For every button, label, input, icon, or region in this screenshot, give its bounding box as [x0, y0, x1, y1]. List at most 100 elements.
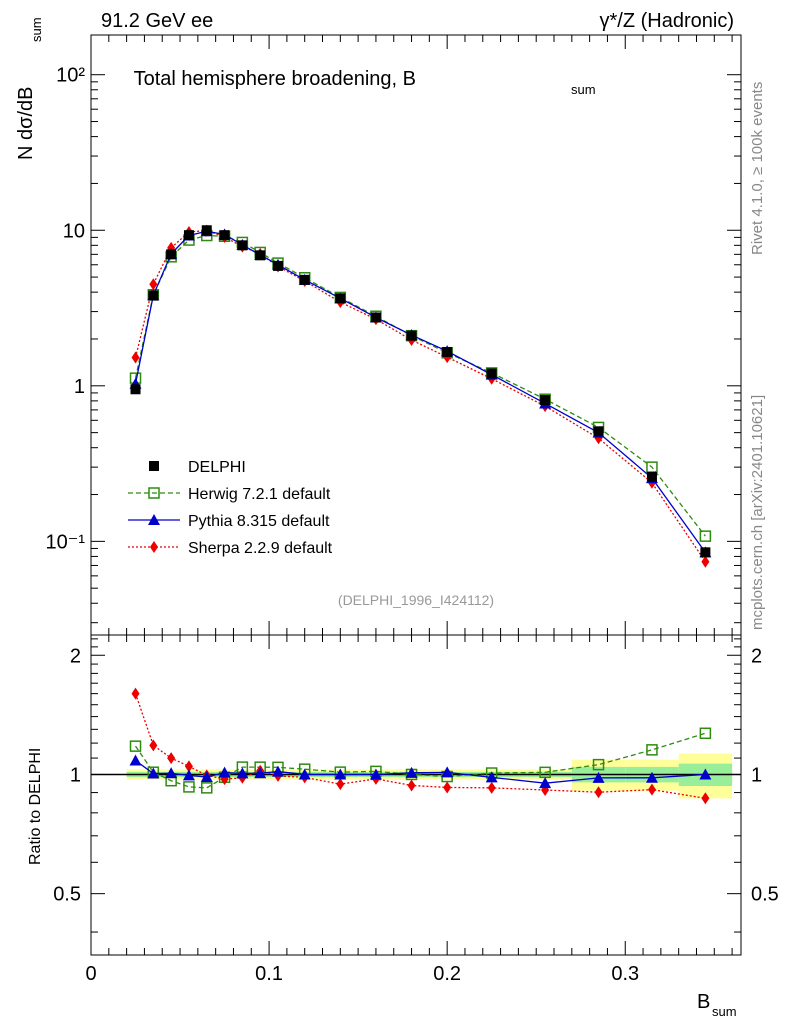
x-axis-label-sub: sum [712, 1004, 737, 1019]
legend-marker-herwig-7-2-1-default [148, 487, 160, 499]
ratio-point-herwig-7-2-1-default [201, 782, 213, 794]
ratio-point-herwig-7-2-1-default [699, 727, 712, 740]
x-axis-label: B [697, 991, 710, 1013]
ratio-point-sherpa-2-2-9-default [701, 792, 710, 805]
ratio-point-pythia-8-315-default [182, 769, 195, 781]
legend: DELPHI Herwig 7.2.1 default Pythia 8.315 d… [128, 459, 333, 557]
y-axis-label: N dσ/dB sum [15, 17, 44, 160]
point-delphi [148, 290, 159, 301]
ratio-point-pythia-8-315-default [218, 766, 231, 778]
ratio-point-sherpa-2-2-9-default [336, 778, 345, 791]
ratio-point-pythia-8-315-default [254, 767, 267, 779]
ratio-point-herwig-7-2-1-default [592, 758, 605, 771]
point-delphi [237, 240, 248, 251]
ratio-point-pythia-8-315-default [165, 767, 178, 779]
point-delphi [370, 312, 381, 323]
ratio-point-sherpa-2-2-9-default [167, 752, 176, 765]
main-series [129, 224, 712, 568]
x-tick-label: 0.1 [255, 963, 283, 985]
ratio-point-pythia-8-315-default [485, 771, 498, 783]
ratio-point-herwig-7-2-1-default [646, 744, 658, 756]
ratio-point-sherpa-2-2-9-default [594, 786, 603, 799]
point-delphi [486, 368, 497, 379]
ratio-panel-frame [90, 634, 742, 956]
point-delphi [183, 230, 194, 241]
ratio-point-pythia-8-315-default [405, 766, 418, 778]
legend-marker-sherpa-2-2-9-default [150, 541, 158, 553]
ratio-point-pythia-8-315-default [369, 768, 382, 780]
ratio-point-pythia-8-315-default [147, 767, 160, 779]
x-axis: 0 0.1 0.2 0.3 [85, 35, 733, 985]
point-delphi [406, 330, 417, 341]
point-delphi [540, 395, 551, 406]
ratio-point-sherpa-2-2-9-default [647, 783, 656, 796]
ratio-point-herwig-7-2-1-default [129, 740, 142, 752]
point-delphi [255, 250, 266, 261]
ratio-point-sherpa-2-2-9-default [184, 760, 193, 773]
ratio-point-pythia-8-315-default [236, 767, 249, 779]
analysis-tag: (DELPHI_1996_I424112) [338, 592, 494, 608]
x-tick-label: 0.2 [433, 963, 461, 985]
legend-label-sherpa-2-2-9-default: Sherpa 2.2.9 default [188, 540, 333, 557]
legend-label-pythia-8-315-default: Pythia 8.315 default [188, 513, 330, 530]
y-tick-label: 10² [56, 65, 85, 87]
y-tick-label: 1 [74, 376, 85, 398]
point-delphi [593, 426, 604, 437]
ratio-point-pythia-8-315-default [645, 771, 658, 783]
ratio-tick-label: 2 [70, 645, 81, 667]
point-delphi [201, 225, 212, 236]
ratio-tick-label: 0.5 [53, 884, 81, 906]
point-delphi [272, 260, 283, 271]
point-delphi [219, 230, 230, 241]
ratio-point-pythia-8-315-default [592, 771, 605, 783]
point-delphi [299, 274, 310, 285]
point-delphi [700, 547, 711, 558]
point-sherpa-2-2-9-default [149, 278, 158, 291]
ratio-point-herwig-7-2-1-default [183, 781, 195, 793]
header-process-label: γ*/Z (Hadronic) [600, 10, 734, 32]
ratio-point-pythia-8-315-default [129, 754, 142, 766]
ratio-series [129, 687, 712, 805]
ratio-tick-label: 0.5 [751, 884, 779, 906]
point-delphi [130, 384, 141, 395]
point-delphi [335, 293, 346, 304]
point-delphi [166, 249, 177, 260]
header-energy-label: 91.2 GeV ee [101, 10, 213, 32]
y-tick-label: 10 [63, 220, 85, 242]
legend-label-delphi: DELPHI [188, 459, 246, 476]
legend-marker-delphi [149, 461, 159, 471]
ratio-point-sherpa-2-2-9-default [443, 781, 452, 794]
mcplots-label: mcplots.cern.ch [arXiv:2401.10621] [749, 395, 766, 630]
y-tick-label: 10⁻¹ [46, 531, 86, 553]
point-delphi [442, 346, 453, 357]
y-axis-label-main: N dσ/dB [15, 87, 37, 161]
ratio-panel: 0.5 0.5 1 1 2 2 Ratio to DELPHI [27, 634, 779, 956]
y-axis-label-sub: sum [29, 17, 44, 42]
legend-label-herwig-7-2-1-default: Herwig 7.2.1 default [188, 486, 331, 503]
ratio-point-sherpa-2-2-9-default [149, 739, 158, 752]
rivet-label: Rivet 4.1.0, ≥ 100k events [749, 82, 766, 255]
ratio-point-pythia-8-315-default [539, 777, 552, 789]
main-y-ticks: 10⁻¹ 1 10 10² [46, 65, 741, 624]
ratio-point-pythia-8-315-default [200, 771, 213, 783]
ratio-y-ticks: 0.5 0.5 1 1 2 2 [53, 638, 779, 933]
ratio-point-pythia-8-315-default [699, 768, 712, 780]
x-tick-label: 0 [85, 963, 96, 985]
point-delphi [646, 471, 657, 482]
ratio-point-sherpa-2-2-9-default [407, 779, 416, 792]
ratio-line-herwig-7-2-1-default [134, 732, 706, 789]
ratio-tick-label: 1 [70, 764, 81, 786]
ratio-y-axis-label: Ratio to DELPHI [27, 748, 44, 865]
chart-title: Total hemisphere broadening, B [134, 68, 416, 90]
x-tick-label: 0.3 [611, 963, 639, 985]
ratio-point-pythia-8-315-default [334, 768, 347, 780]
chart-title-sub: sum [571, 82, 596, 97]
point-sherpa-2-2-9-default [131, 351, 140, 364]
series-line-pythia-8-315-default [134, 230, 706, 553]
ratio-point-sherpa-2-2-9-default [131, 687, 140, 700]
ratio-point-pythia-8-315-default [271, 765, 284, 777]
point-herwig-7-2-1-default [699, 530, 712, 542]
ratio-tick-label: 1 [751, 764, 762, 786]
main-panel: 10⁻¹ 1 10 10² Total hemisphere broadening, … [15, 17, 742, 636]
